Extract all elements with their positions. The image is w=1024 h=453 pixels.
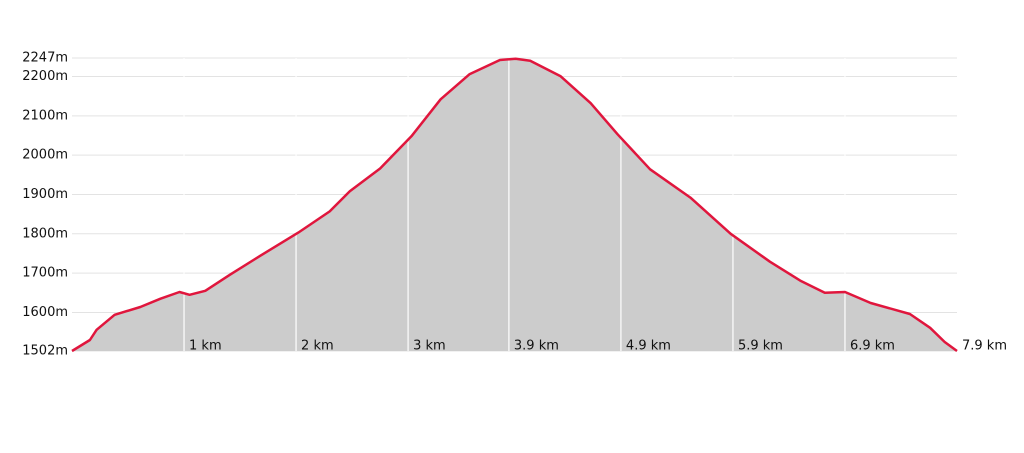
line [71, 57, 958, 353]
y-tick-label: 1800m [22, 226, 68, 241]
y-tick-label: 2200m [22, 69, 68, 84]
y-tick-label: 2000m [22, 148, 68, 163]
x-tick-label: 4.9 km [626, 339, 671, 354]
x-tick-label: 7.9 km [962, 339, 1007, 354]
area [72, 58, 957, 352]
x-tick-label: 1 km [189, 339, 222, 354]
y-tick-label: 1700m [22, 266, 68, 281]
x-tick-label: 2 km [301, 339, 334, 354]
x-tick-label: 5.9 km [738, 339, 783, 354]
x-tick-label: 3 km [413, 339, 446, 354]
y-tick-label: 2100m [22, 108, 68, 123]
y-tick-label: 1600m [22, 305, 68, 320]
x-tick-label: 3.9 km [514, 339, 559, 354]
plot [71, 57, 958, 353]
labels: 1502m 1600m 1700m 1800m 1900m 2000m 2100m 2200m… [22, 51, 1007, 359]
y-tick-label: 1900m [22, 187, 68, 202]
y-tick-label: 1502m [22, 344, 68, 359]
y-tick-label: 2247m [22, 51, 68, 66]
x-tick-label: 6.9 km [850, 339, 895, 354]
